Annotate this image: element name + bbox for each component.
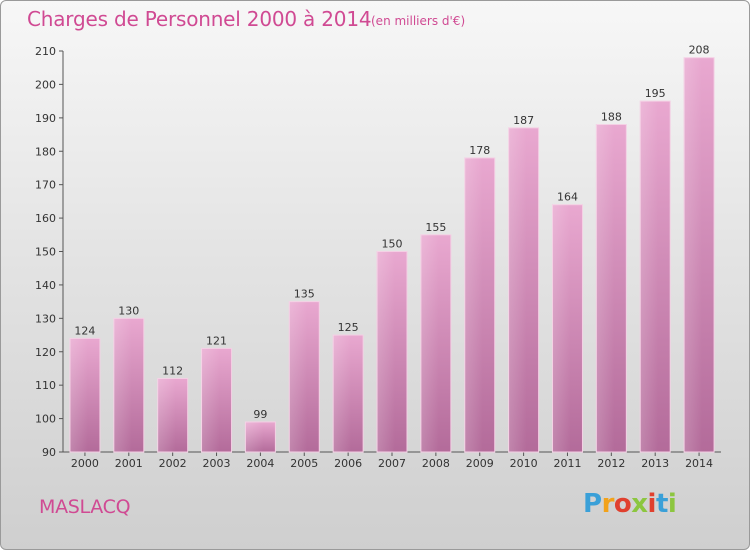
y-tick-label: 140 bbox=[35, 279, 56, 292]
bar-value-label: 155 bbox=[425, 221, 446, 234]
bar-highlight bbox=[377, 251, 407, 452]
bar-value-label: 150 bbox=[382, 238, 403, 251]
logo-letter: x bbox=[631, 489, 648, 519]
x-tick-label: 2014 bbox=[685, 457, 713, 470]
y-tick-label: 130 bbox=[35, 312, 56, 325]
bar-highlight bbox=[245, 421, 276, 452]
logo-letter: P bbox=[583, 489, 602, 519]
bar-highlight bbox=[157, 378, 188, 452]
bar-value-label: 187 bbox=[513, 114, 534, 127]
x-tick-label: 2003 bbox=[203, 457, 231, 470]
proxiti-logo: Proxiti bbox=[583, 489, 677, 519]
logo-letter: t bbox=[655, 489, 668, 519]
y-tick-label: 90 bbox=[42, 446, 56, 459]
bar-highlight bbox=[552, 204, 583, 452]
bar-highlight bbox=[333, 335, 364, 452]
y-tick-label: 200 bbox=[35, 78, 56, 91]
y-tick-label: 150 bbox=[35, 246, 56, 259]
bar-value-label: 99 bbox=[253, 408, 267, 421]
bar-highlight bbox=[684, 57, 715, 452]
x-tick-label: 2011 bbox=[553, 457, 581, 470]
y-tick-label: 190 bbox=[35, 112, 56, 125]
y-tick-label: 160 bbox=[35, 212, 56, 225]
x-tick-label: 2005 bbox=[290, 457, 318, 470]
x-tick-label: 2001 bbox=[115, 457, 143, 470]
x-tick-label: 2013 bbox=[641, 457, 669, 470]
bar-value-label: 164 bbox=[557, 191, 578, 204]
bar-value-label: 208 bbox=[689, 44, 710, 57]
bar-highlight bbox=[289, 301, 320, 452]
bar-highlight bbox=[201, 348, 232, 452]
commune-name: MASLACQ bbox=[39, 496, 131, 518]
x-tick-label: 2006 bbox=[334, 457, 362, 470]
logo-letter: o bbox=[613, 489, 632, 519]
bar-value-label: 178 bbox=[469, 144, 490, 157]
bar-value-label: 121 bbox=[206, 334, 227, 347]
x-tick-label: 2007 bbox=[378, 457, 406, 470]
bar-highlight bbox=[69, 338, 100, 452]
bar-highlight bbox=[640, 101, 671, 452]
y-tick-label: 170 bbox=[35, 179, 56, 192]
bar-value-label: 135 bbox=[294, 288, 315, 301]
bar-highlight bbox=[420, 234, 451, 452]
x-tick-label: 2002 bbox=[159, 457, 187, 470]
bar-value-label: 130 bbox=[118, 304, 139, 317]
bar-value-label: 124 bbox=[74, 324, 95, 337]
x-tick-label: 2009 bbox=[466, 457, 494, 470]
x-tick-label: 2004 bbox=[246, 457, 274, 470]
bar-value-label: 195 bbox=[645, 87, 666, 100]
chart-subtitle: (en milliers d'€) bbox=[371, 14, 466, 28]
bar-labels: 124 130 112 121 99 135 125 150 155 178 187 164 188 19… bbox=[74, 44, 709, 421]
x-tick-label: 2012 bbox=[597, 457, 625, 470]
chart-title: Charges de Personnel 2000 à 2014 bbox=[27, 7, 372, 31]
axes: 90 100 110 120 130 140 150 160 170 180 190 200 210 20… bbox=[35, 45, 721, 470]
y-tick-label: 180 bbox=[35, 145, 56, 158]
bar-highlight bbox=[464, 157, 495, 452]
y-tick-label: 100 bbox=[35, 413, 56, 426]
x-tick-label: 2008 bbox=[422, 457, 450, 470]
x-tick-label: 2000 bbox=[71, 457, 99, 470]
bar-highlight bbox=[596, 124, 627, 453]
y-tick-label: 110 bbox=[35, 379, 56, 392]
bar-value-label: 188 bbox=[601, 111, 622, 124]
bar-value-label: 112 bbox=[162, 364, 183, 377]
logo-letter: i bbox=[667, 489, 677, 519]
bar-highlight bbox=[508, 127, 539, 452]
bar-value-label: 125 bbox=[338, 321, 359, 334]
logo-letter: i bbox=[647, 489, 657, 519]
x-tick-label: 2010 bbox=[510, 457, 538, 470]
y-tick-label: 210 bbox=[35, 45, 56, 58]
logo-letter: r bbox=[601, 489, 615, 519]
bar-highlight bbox=[113, 318, 144, 452]
bars bbox=[69, 57, 715, 453]
y-tick-label: 120 bbox=[35, 346, 56, 359]
